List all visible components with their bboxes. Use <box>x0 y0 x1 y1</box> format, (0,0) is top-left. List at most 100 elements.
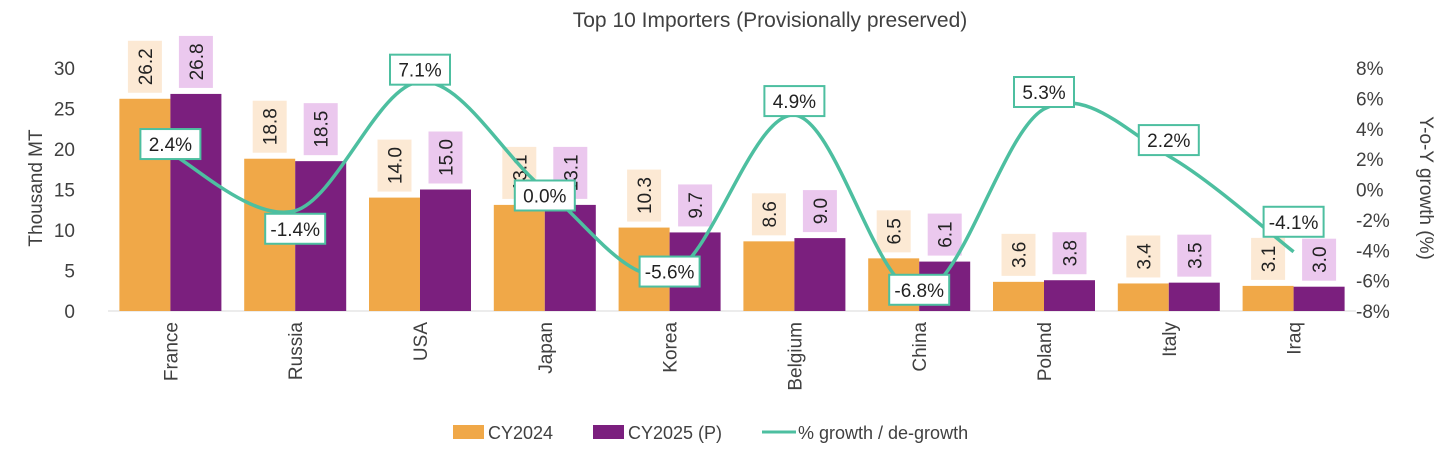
bar-label-bg <box>1302 238 1337 281</box>
bar-value-label: 3.6 <box>1010 242 1031 268</box>
bar-value-label: 3.5 <box>1185 242 1206 268</box>
growth-label-box <box>389 53 451 86</box>
growth-line-layer <box>169 79 1295 295</box>
growth-value-label: -1.4% <box>270 220 320 241</box>
right-tick-label: -2% <box>1356 211 1390 232</box>
growth-value-label: -6.8% <box>894 281 944 302</box>
bar-cy2025 <box>170 93 222 311</box>
bar-label-bg <box>178 35 213 88</box>
category-label: Iraq <box>1285 322 1306 355</box>
bar-label-bg <box>252 100 287 153</box>
bar-label-bg <box>678 184 713 227</box>
legend-label-cy2025: CY2025 (P) <box>628 423 722 443</box>
growth-line <box>169 79 1295 295</box>
left-tick-label: 15 <box>54 181 75 202</box>
right-tick-label: -4% <box>1356 241 1390 262</box>
bar-cy2025 <box>420 189 471 311</box>
growth-label-box <box>1013 76 1075 109</box>
legend-swatch-cy2025 <box>593 425 624 439</box>
bar-cy2024 <box>1117 283 1169 311</box>
bar-cy2024 <box>493 204 545 311</box>
bar-value-label: 18.8 <box>261 108 282 145</box>
bar-value-label: 3.1 <box>1259 246 1280 272</box>
right-tick-label: 6% <box>1356 89 1384 110</box>
category-label: Belgium <box>785 322 806 391</box>
growth-label-box <box>888 273 951 306</box>
bar-label-bg <box>1001 233 1036 276</box>
bar-value-label: 3.8 <box>1061 240 1082 266</box>
growth-label-box <box>763 85 826 118</box>
growth-label-box <box>513 179 576 212</box>
bar-label-bg <box>303 103 338 156</box>
bar-cy2025 <box>1168 282 1220 311</box>
bar-label-bg <box>1052 232 1087 275</box>
right-tick-label: 2% <box>1356 150 1384 171</box>
category-label: USA <box>411 322 432 361</box>
bar-label-bg <box>377 139 412 192</box>
left-tick-label: 25 <box>54 100 75 121</box>
right-tick-label: -8% <box>1356 302 1390 323</box>
right-tick-label: 0% <box>1356 181 1384 202</box>
bar-label-bg <box>627 169 662 222</box>
left-tick-label: 5 <box>64 262 75 283</box>
bar-label-bg <box>1177 234 1212 277</box>
left-tick-label: 30 <box>54 59 75 80</box>
bar-label-bg <box>751 193 786 236</box>
bar-value-label: 8.6 <box>760 201 781 227</box>
category-label: Italy <box>1160 322 1181 357</box>
growth-value-label: 2.2% <box>1147 131 1190 152</box>
chart-title: Top 10 Importers (Provisionally preserve… <box>573 9 968 32</box>
category-label: France <box>161 322 182 381</box>
bar-value-label: 26.8 <box>187 43 208 80</box>
bar-label-bg <box>927 213 962 256</box>
bar-value-label: 10.3 <box>635 177 656 214</box>
right-tick-label: 8% <box>1356 59 1384 80</box>
bar-cy2024 <box>1242 285 1294 311</box>
left-tick-label: 20 <box>54 140 75 161</box>
left-axis: 0 5 10 15 20 25 30 <box>54 59 75 323</box>
category-label: China <box>910 322 931 372</box>
growth-label-box <box>1262 205 1325 238</box>
category-label: Russia <box>286 322 307 381</box>
bar-cy2024 <box>369 197 420 311</box>
bar-cy2024 <box>743 241 795 311</box>
legend-swatch-cy2024 <box>453 425 484 439</box>
left-axis-title: Thousand MT <box>26 129 47 247</box>
bar-value-label: 9.0 <box>811 198 832 224</box>
growth-value-label: 4.9% <box>773 92 816 113</box>
legend: CY2024 CY2025 (P) % growth / de-growth <box>453 423 968 443</box>
bar-label-bg <box>428 131 463 184</box>
bar-value-label: 26.2 <box>136 48 157 85</box>
category-labels-layer: France Russia USA Japan Korea Belgium China Pol… <box>161 322 1305 391</box>
bar-value-label: 6.1 <box>936 221 957 247</box>
bar-value-label: 15.0 <box>437 139 458 176</box>
left-tick-label: 0 <box>64 302 75 323</box>
bar-value-label: 3.4 <box>1134 243 1155 270</box>
bar-label-bg <box>1251 237 1286 280</box>
growth-value-label: 0.0% <box>523 187 566 208</box>
right-axis-title: Y-o-Y growth (%) <box>1415 116 1436 260</box>
right-tick-label: 4% <box>1356 120 1384 141</box>
growth-labels-layer: 2.4% -1.4% 7.1% 0.0% -5.6% 4.9% -6.8% 5.3% 2.2% -… <box>139 53 1325 306</box>
growth-label-box <box>1137 124 1200 157</box>
category-label: Japan <box>536 322 557 374</box>
bar-label-bg <box>127 40 162 93</box>
bar-cy2024 <box>993 281 1044 311</box>
bar-value-label: 14.0 <box>386 147 407 184</box>
growth-label-box <box>139 128 202 161</box>
bar-value-label: 18.5 <box>312 111 333 148</box>
bar-cy2025 <box>1044 280 1095 311</box>
legend-label-growth: % growth / de-growth <box>798 423 968 443</box>
right-axis: -8% -6% -4% -2% 0% 2% 4% 6% 8% <box>1356 59 1390 323</box>
bar-label-bg <box>802 190 837 233</box>
growth-label-box <box>638 255 701 288</box>
bar-labels-layer: 26.2 26.818.8 18.514.0 15.0 13.1 13.110.3 9.7 8… <box>127 35 1337 281</box>
growth-label-box <box>264 212 327 245</box>
growth-value-label: -5.6% <box>645 263 695 284</box>
bar-value-label: 9.7 <box>686 192 707 218</box>
legend-label-cy2024: CY2024 <box>488 423 553 443</box>
bar-label-bg <box>1126 235 1161 278</box>
growth-value-label: 7.1% <box>398 61 441 82</box>
